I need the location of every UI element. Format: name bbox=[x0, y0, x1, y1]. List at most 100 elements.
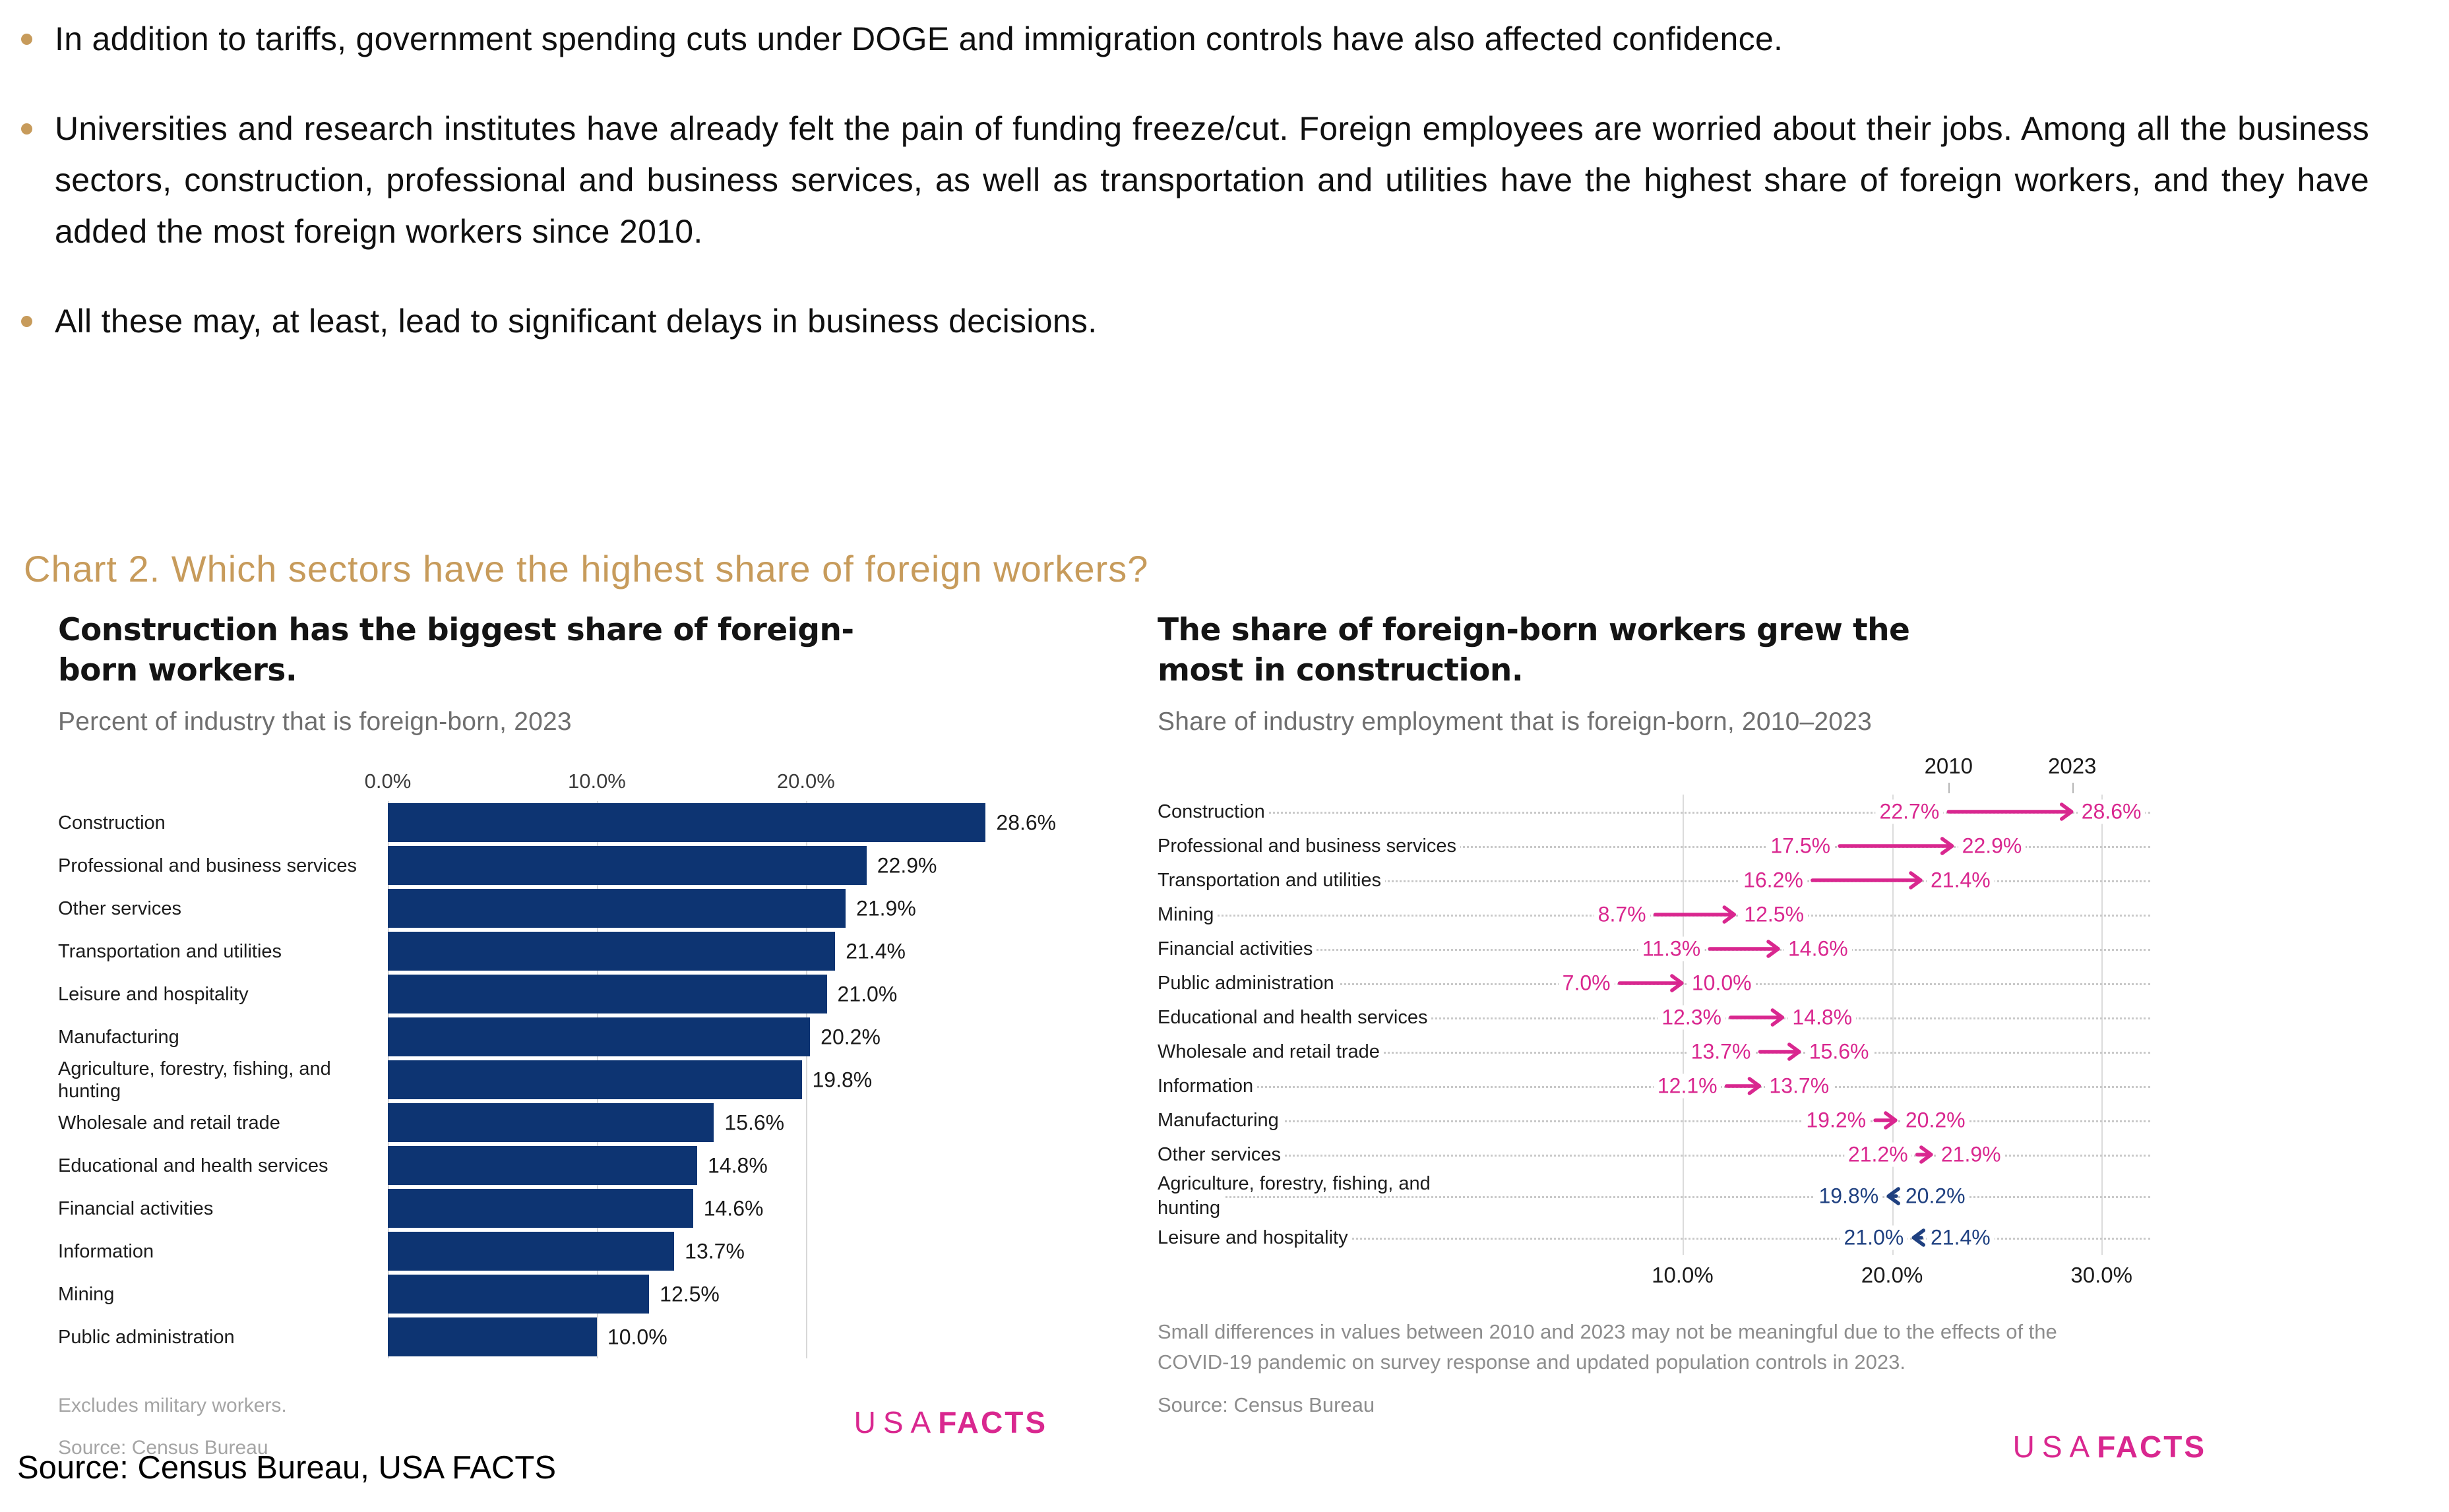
arrow-icon bbox=[1915, 1145, 1933, 1164]
gridline bbox=[2101, 795, 2103, 1255]
dumbbell-strip: 8.7% 12.5% bbox=[1494, 897, 2206, 932]
dumbbell-row-label: Public administration bbox=[1158, 971, 1494, 996]
usafacts-logo-usa: USA bbox=[2012, 1430, 2097, 1464]
bar-value-label: 12.5% bbox=[660, 1282, 720, 1306]
bar-row-label: Wholesale and retail trade bbox=[58, 1112, 280, 1134]
bar-row: Educational and health services 14.8% bbox=[58, 1144, 1067, 1187]
x-axis-tick-label: 30.0% bbox=[2070, 1263, 2132, 1287]
bar-row: Construction 28.6% bbox=[58, 801, 1067, 844]
bar-row: Mining 12.5% bbox=[58, 1273, 1067, 1315]
bar-strip: 12.5% bbox=[388, 1273, 1067, 1315]
dumbbell-row-label: Wholesale and retail trade bbox=[1158, 1039, 1494, 1064]
dumbbell-row-label: Leisure and hospitality bbox=[1158, 1225, 1494, 1250]
dumbbell-row: Information 12.1% 13.7% bbox=[1158, 1069, 2213, 1103]
bar-strip: 10.0% bbox=[388, 1315, 1067, 1358]
bar-value-label: 14.8% bbox=[708, 1153, 768, 1177]
bar-strip: 21.9% bbox=[388, 887, 1067, 930]
bar bbox=[388, 932, 836, 971]
dumbbell-strip: 12.1% 13.7% bbox=[1494, 1069, 2206, 1103]
bar-chart-footnote: Excludes military workers. bbox=[58, 1395, 287, 1416]
bar bbox=[388, 975, 827, 1013]
value-2010: 17.5% bbox=[1766, 833, 1835, 859]
bar bbox=[388, 1275, 650, 1314]
dumbbell-row: Agriculture, forestry, fishing, and hunt… bbox=[1158, 1172, 2213, 1221]
x-axis-tick-label: 20.0% bbox=[1861, 1263, 1923, 1287]
bar-row: Manufacturing 20.2% bbox=[58, 1015, 1067, 1058]
dumbbell-row: Public administration 7.0% 10.0% bbox=[1158, 966, 2213, 1000]
value-2010: 22.7% bbox=[1875, 799, 1944, 824]
value-2023: 21.9% bbox=[1937, 1142, 2005, 1167]
bar-value-label: 19.8% bbox=[812, 1068, 873, 1091]
bar-strip: 21.4% bbox=[388, 930, 1067, 973]
bar-row: Other services 21.9% bbox=[58, 887, 1067, 930]
bar-strip: 13.7% bbox=[388, 1230, 1067, 1273]
leader-dots bbox=[1158, 812, 2150, 814]
bar-row-label: Transportation and utilities bbox=[58, 940, 282, 962]
dumbbell-strip: 16.2% 21.4% bbox=[1494, 863, 2206, 897]
dumbbell-strip: 22.7% 28.6% bbox=[1494, 795, 2206, 829]
value-2010: 8.7% bbox=[1594, 902, 1650, 927]
value-2023: 13.7% bbox=[1765, 1074, 1834, 1099]
value-2023: 20.2% bbox=[1901, 1108, 1969, 1133]
bar bbox=[388, 1103, 714, 1142]
value-2023: 14.6% bbox=[1784, 936, 1852, 961]
x-axis-tick-label: 10.0% bbox=[567, 770, 626, 793]
value-2023: 21.0% bbox=[1840, 1225, 1908, 1250]
bar-strip: 21.0% bbox=[388, 973, 1067, 1015]
bar bbox=[388, 1232, 675, 1271]
dumbbell-row-label: Construction bbox=[1158, 799, 1494, 824]
bar-chart-subtitle: Percent of industry that is foreign-born… bbox=[58, 708, 572, 736]
bullet-text: In addition to tariffs, government spend… bbox=[55, 20, 1783, 57]
dumbbell-row: Professional and business services 17.5% 2… bbox=[1158, 829, 2213, 863]
value-2010: 16.2% bbox=[1739, 868, 1807, 893]
section-heading: Chart 2. Which sectors have the highest … bbox=[24, 548, 1149, 590]
page-source: Source: Census Bureau, USA FACTS bbox=[17, 1450, 557, 1486]
dumbbell-row-label: Transportation and utilities bbox=[1158, 868, 1494, 893]
bar-row: Leisure and hospitality 21.0% bbox=[58, 973, 1067, 1015]
bar-row-label: Public administration bbox=[58, 1326, 235, 1348]
bar-chart-source: Source: Census Bureau bbox=[58, 1437, 268, 1459]
bar-row: Professional and business services 22.9% bbox=[58, 844, 1067, 887]
dumbbell-row: Financial activities 11.3% 14.6% bbox=[1158, 932, 2213, 966]
value-2010: 11.3% bbox=[1638, 936, 1705, 961]
value-2010: 21.2% bbox=[1844, 1142, 1912, 1167]
bar-value-label: 10.0% bbox=[607, 1325, 667, 1348]
arrow-icon bbox=[1708, 940, 1780, 958]
bar-value-label: 21.4% bbox=[846, 939, 906, 963]
year-header: 2010 bbox=[1924, 754, 1973, 778]
bar-row: Public administration 10.0% bbox=[58, 1315, 1067, 1358]
bar-row-label: Educational and health services bbox=[58, 1155, 328, 1176]
bar bbox=[388, 889, 846, 928]
gridline bbox=[1892, 795, 1894, 1255]
bar-row: Wholesale and retail trade 15.6% bbox=[58, 1101, 1067, 1144]
dumbbell-chart-footnote: Small differences in values between 2010… bbox=[1158, 1320, 2057, 1374]
dumbbell-chart-source: Source: Census Bureau bbox=[1158, 1393, 1375, 1416]
arrow-icon bbox=[1811, 871, 1923, 890]
dumbbell-row-label: Mining bbox=[1158, 902, 1494, 927]
arrow-icon bbox=[1758, 1043, 1801, 1061]
value-2023: 28.6% bbox=[2077, 799, 2146, 824]
value-2023: 22.9% bbox=[1958, 833, 2026, 859]
dumbbell-chart-subtitle: Share of industry employment that is for… bbox=[1158, 708, 1872, 736]
value-2023: 21.4% bbox=[1927, 868, 1995, 893]
bar-row: Transportation and utilities 21.4% bbox=[58, 930, 1067, 973]
bar-strip: 28.6% bbox=[388, 801, 1067, 844]
dumbbell-row-label: Manufacturing bbox=[1158, 1108, 1494, 1133]
x-axis-tick-label: 0.0% bbox=[364, 770, 412, 793]
arrow-icon bbox=[1729, 1008, 1785, 1027]
bar-row-label: Construction bbox=[58, 812, 166, 833]
dumbbell-row-label: Agriculture, forestry, fishing, and hunt… bbox=[1158, 1172, 1431, 1220]
leader-dots bbox=[1158, 1238, 2150, 1240]
usafacts-logo: USAFACTS bbox=[854, 1405, 1047, 1440]
bar-value-label: 20.2% bbox=[821, 1025, 881, 1048]
bar-row-label: Other services bbox=[58, 897, 181, 919]
dumbbell-row: Wholesale and retail trade 13.7% 15.6% bbox=[1158, 1035, 2213, 1069]
bar-strip: 19.8% bbox=[388, 1058, 1067, 1101]
bullet-item: Universities and research institutes hav… bbox=[21, 103, 2369, 257]
bar-value-label: 21.9% bbox=[856, 896, 916, 920]
bar-value-label: 22.9% bbox=[877, 853, 937, 877]
dumbbell-strip: 12.3% 14.8% bbox=[1494, 1000, 2206, 1035]
bar-value-label: 21.0% bbox=[837, 982, 898, 1006]
leader-dots bbox=[1158, 1155, 2150, 1157]
bar-chart-plot: Construction 28.6% Professional and busine… bbox=[58, 801, 1067, 1358]
